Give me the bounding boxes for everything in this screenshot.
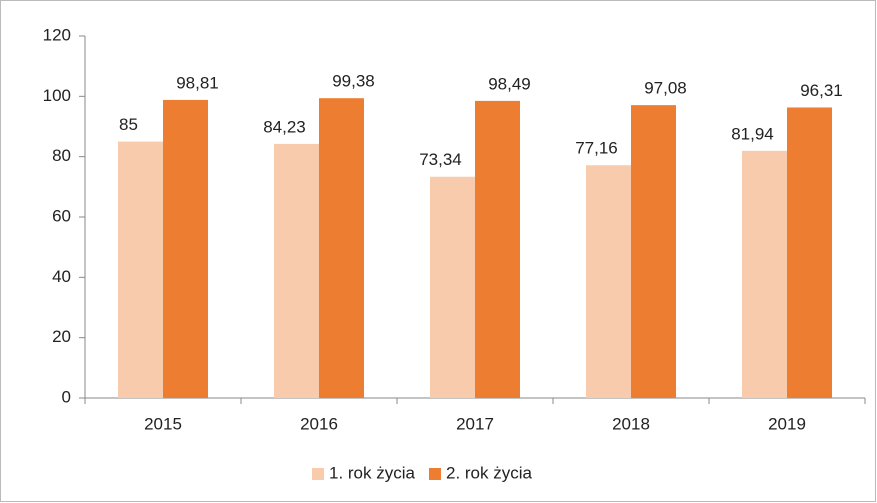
y-tick-label: 20 bbox=[52, 327, 71, 346]
bar bbox=[163, 99, 208, 399]
bar bbox=[787, 107, 832, 398]
bar bbox=[430, 176, 475, 398]
legend-swatch bbox=[312, 468, 324, 480]
x-tick-label: 2017 bbox=[456, 414, 494, 433]
data-label: 84,23 bbox=[263, 117, 306, 136]
bar bbox=[586, 165, 631, 398]
data-label: 85 bbox=[119, 115, 138, 134]
y-tick-label: 40 bbox=[52, 267, 71, 286]
data-label: 81,94 bbox=[731, 124, 774, 143]
legend-swatch bbox=[428, 468, 441, 480]
x-tick-label: 2016 bbox=[300, 414, 338, 433]
bar bbox=[274, 143, 319, 398]
bar bbox=[475, 100, 520, 399]
y-tick-label: 0 bbox=[62, 387, 71, 406]
y-tick-label: 100 bbox=[43, 86, 71, 105]
data-label: 73,34 bbox=[419, 150, 462, 169]
x-tick-label: 2019 bbox=[768, 414, 806, 433]
x-tick-label: 2015 bbox=[144, 414, 182, 433]
y-tick-label: 80 bbox=[52, 146, 71, 165]
y-tick-label: 60 bbox=[52, 206, 71, 225]
data-label: 98,81 bbox=[176, 73, 219, 92]
data-label: 96,31 bbox=[800, 81, 843, 100]
bar bbox=[319, 98, 364, 398]
data-label: 98,49 bbox=[488, 74, 531, 93]
legend-label: 2. rok życia bbox=[446, 463, 533, 482]
data-label: 77,16 bbox=[575, 139, 618, 158]
bar bbox=[631, 105, 676, 398]
bar bbox=[742, 150, 787, 398]
data-label: 99,38 bbox=[332, 72, 375, 91]
y-tick-label: 120 bbox=[43, 25, 71, 44]
bar bbox=[118, 141, 163, 399]
data-label: 97,08 bbox=[644, 79, 687, 98]
x-tick-label: 2018 bbox=[612, 414, 650, 433]
legend-label: 1. rok życia bbox=[329, 463, 416, 482]
